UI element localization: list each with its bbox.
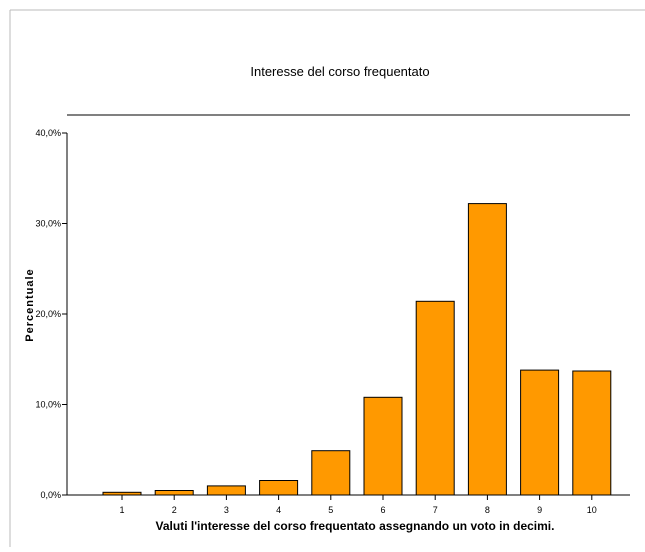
- x-tick-label-2: 2: [172, 505, 177, 515]
- x-tick-label-5: 5: [328, 505, 333, 515]
- bars: [102, 203, 612, 496]
- y-ticks: 0,0% 10,0% 20,0% 30,0% 40,0%: [35, 128, 67, 500]
- x-tick-label-3: 3: [224, 505, 229, 515]
- x-tick-label-10: 10: [587, 505, 597, 515]
- bar-3: [206, 485, 246, 496]
- x-tick-label-1: 1: [119, 505, 124, 515]
- x-tick-label-6: 6: [380, 505, 385, 515]
- bar-6: [363, 396, 403, 496]
- bar-10: [572, 370, 612, 496]
- bar-4: [259, 480, 299, 496]
- bar-9: [520, 369, 560, 496]
- x-tick-label-9: 9: [537, 505, 542, 515]
- bar-2: [154, 490, 194, 496]
- x-tick-label-7: 7: [433, 505, 438, 515]
- y-tick-label-2: 20,0%: [35, 309, 61, 319]
- bar-5: [311, 450, 351, 496]
- x-axis-label: Valuti l'interesse del corso frequentato…: [156, 519, 555, 533]
- bar-7: [415, 300, 455, 496]
- y-tick-label-3: 30,0%: [35, 219, 61, 229]
- x-ticks: 1 2 3 4 5 6 7 8 9 10: [119, 495, 597, 515]
- x-tick-label-4: 4: [276, 505, 281, 515]
- y-tick-label-4: 40,0%: [35, 128, 61, 138]
- bar-8: [467, 203, 507, 496]
- bar-1: [102, 491, 142, 496]
- x-tick-label-8: 8: [485, 505, 490, 515]
- y-tick-label-1: 10,0%: [35, 400, 61, 410]
- y-tick-label-0: 0,0%: [40, 490, 61, 500]
- y-axis-label: Percentuale: [24, 268, 36, 341]
- chart-title: Interesse del corso frequentato: [250, 64, 429, 79]
